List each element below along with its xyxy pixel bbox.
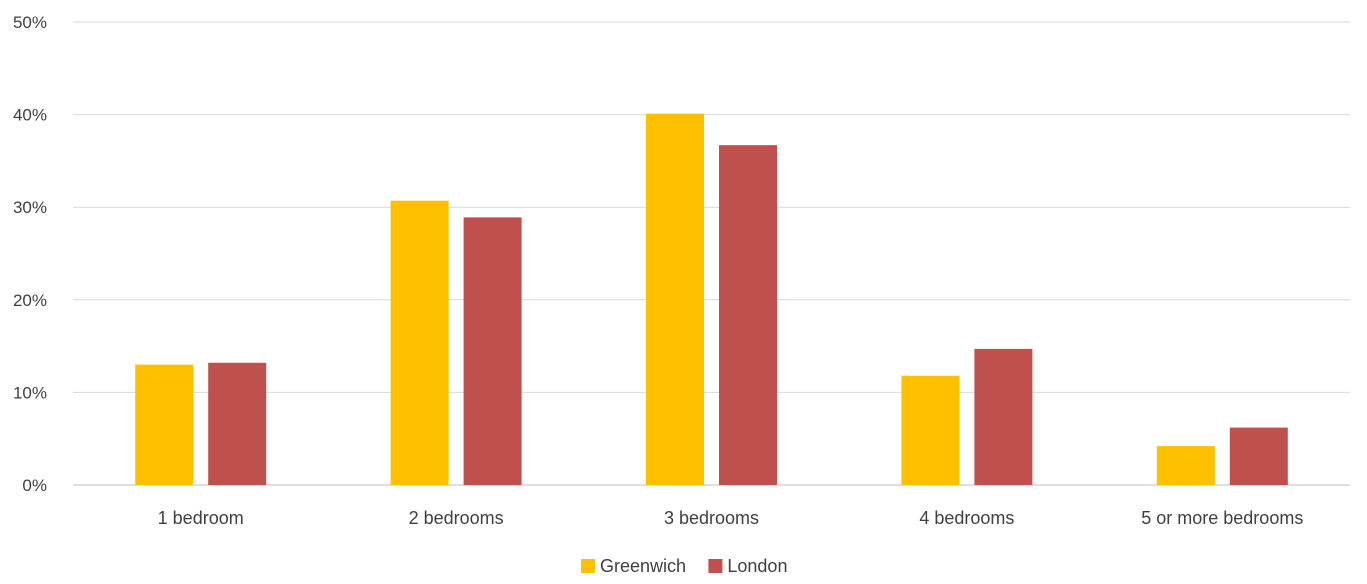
y-tick-label: 10% — [13, 383, 47, 402]
bars — [135, 113, 1288, 486]
y-tick-label: 0% — [22, 476, 47, 495]
x-category-label: 5 or more bedrooms — [1141, 508, 1303, 528]
bar-greenwich-4 — [901, 375, 960, 485]
legend-label-greenwich: Greenwich — [600, 556, 686, 576]
bar-london-3 — [719, 145, 777, 485]
y-tick-label: 30% — [13, 198, 47, 217]
x-category-label: 2 bedrooms — [409, 508, 504, 528]
legend-label-london: London — [727, 556, 787, 576]
y-tick-label: 40% — [13, 106, 47, 125]
legend-swatch-london — [708, 559, 723, 573]
bar-greenwich-3 — [646, 113, 704, 485]
gridlines — [73, 21, 1350, 486]
bar-greenwich-5 — [1156, 446, 1215, 485]
bar-london-1 — [208, 362, 267, 485]
x-category-label: 4 bedrooms — [919, 508, 1014, 528]
bar-greenwich-2 — [390, 200, 449, 485]
y-tick-label: 50% — [13, 13, 47, 32]
bar-london-5 — [1229, 427, 1288, 485]
x-axis-labels: 1 bedroom 2 bedrooms 3 bedrooms 4 bedrooms 5… — [158, 508, 1304, 528]
bar-greenwich-1 — [135, 364, 194, 485]
bar-london-4 — [974, 348, 1033, 485]
legend-swatch-greenwich — [581, 559, 595, 573]
y-axis-ticks: 0% 10% 20% 30% 40% 50% — [13, 13, 47, 495]
x-category-label: 1 bedroom — [158, 508, 244, 528]
legend: Greenwich London — [581, 556, 787, 576]
bar-london-2 — [463, 217, 522, 486]
x-category-label: 3 bedrooms — [664, 508, 759, 528]
y-tick-label: 20% — [13, 291, 47, 310]
